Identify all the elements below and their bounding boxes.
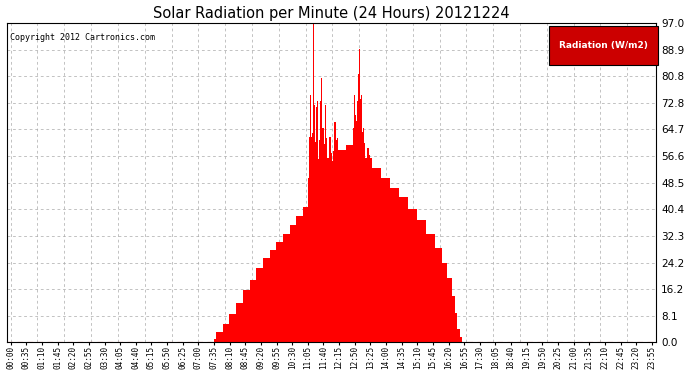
FancyBboxPatch shape [549,26,658,64]
Text: Copyright 2012 Cartronics.com: Copyright 2012 Cartronics.com [10,33,155,42]
Title: Solar Radiation per Minute (24 Hours) 20121224: Solar Radiation per Minute (24 Hours) 20… [153,6,510,21]
Text: Radiation (W/m2): Radiation (W/m2) [560,41,648,50]
